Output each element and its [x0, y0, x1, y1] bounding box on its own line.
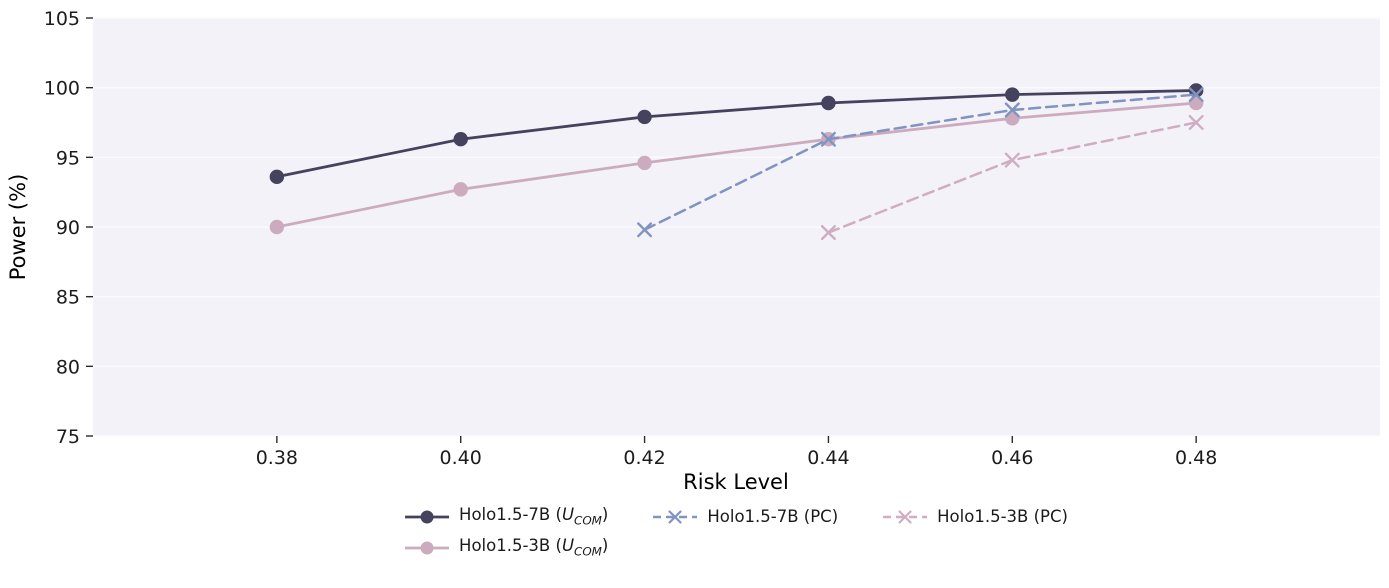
chart-legend: Holo1.5-7B (UCOM) Holo1.5-3B (UCOM) Holo1.… — [404, 505, 1068, 559]
legend-label-holo15-3b-pc: Holo1.5-3B (PC) — [937, 506, 1068, 526]
legend-item-holo15-7b-pc: Holo1.5-7B (PC) — [652, 507, 838, 527]
x-tick-label: 0.48 — [1175, 447, 1217, 469]
series-holo15-7b-pc-marker — [1004, 102, 1020, 118]
legend-label-holo15-3b-ucom: Holo1.5-3B (UCOM) — [459, 536, 609, 559]
series-holo15-3b-pc-marker — [1004, 152, 1020, 168]
series-holo15-7b-pc-marker — [637, 222, 653, 238]
series-holo15-3b-ucom-marker — [269, 219, 285, 235]
legend-marker-holo15-7b-pc-x-icon — [653, 510, 698, 524]
series-holo15-7b-pc-marker — [820, 131, 836, 147]
series-holo15-7b-pc-marker — [1188, 87, 1204, 103]
chart-plot-area-group: 75 80 85 90 95 100 105 0.38 0.40 0.42 0.44 0.46 0.48 — [44, 8, 1380, 469]
x-tick-label: 0.44 — [807, 447, 849, 469]
series-holo15-3b-ucom-line — [275, 101, 1198, 229]
power-vs-risk-line-chart: 75 80 85 90 95 100 105 0.38 0.40 0.42 0.44 0.46 0.48… — [6, 8, 1380, 494]
series-holo15-7b-ucom-marker — [1005, 87, 1020, 102]
series-holo15-3b-ucom-marker — [1005, 111, 1020, 126]
y-tick-label: 100 — [44, 78, 80, 100]
series-holo15-3b-ucom-marker — [637, 155, 652, 171]
series-holo15-7b-ucom-marker — [453, 132, 468, 147]
y-tick-label: 75 — [56, 426, 80, 448]
series-holo15-7b-ucom-marker — [269, 169, 285, 185]
series-holo15-7b-ucom-line — [275, 89, 1198, 179]
x-tick-label: 0.38 — [256, 447, 298, 469]
legend-marker-holo15-3b-ucom-circle-icon — [405, 541, 450, 555]
y-tick-label: 95 — [56, 147, 80, 169]
series-holo15-7b-pc-line — [643, 93, 1198, 232]
series-holo15-3b-pc-marker — [820, 225, 836, 241]
y-axis-label: Power (%) — [6, 174, 30, 281]
legend-marker-holo15-3b-pc-x-icon — [883, 510, 928, 524]
legend-label-holo15-7b-pc: Holo1.5-7B (PC) — [707, 506, 839, 526]
series-holo15-3b-ucom-marker — [1188, 95, 1204, 111]
legend-item-holo15-7b-ucom: Holo1.5-7B (UCOM) — [404, 505, 609, 528]
y-tick-label: 90 — [56, 217, 80, 239]
x-tick-label: 0.40 — [440, 447, 482, 469]
y-tick-label: 105 — [44, 8, 80, 30]
y-tick-label: 85 — [56, 287, 80, 309]
x-tick-label: 0.46 — [991, 447, 1033, 469]
y-tick-label: 80 — [56, 356, 80, 378]
series-holo15-7b-ucom-marker — [637, 109, 652, 125]
legend-marker-holo15-7b-ucom-circle-icon — [405, 510, 450, 524]
x-tick-label: 0.42 — [623, 447, 665, 469]
series-holo15-7b-ucom-marker — [821, 95, 836, 111]
legend-item-holo15-3b-ucom: Holo1.5-3B (UCOM) — [404, 537, 608, 558]
series-holo15-3b-ucom-marker — [453, 182, 468, 197]
legend-item-holo15-3b-pc: Holo1.5-3B (PC) — [882, 507, 1068, 527]
x-axis-label: Risk Level — [683, 470, 789, 494]
series-holo15-3b-pc-marker — [1188, 114, 1204, 131]
legend-label-holo15-7b-ucom: Holo1.5-7B (UCOM) — [459, 505, 609, 528]
